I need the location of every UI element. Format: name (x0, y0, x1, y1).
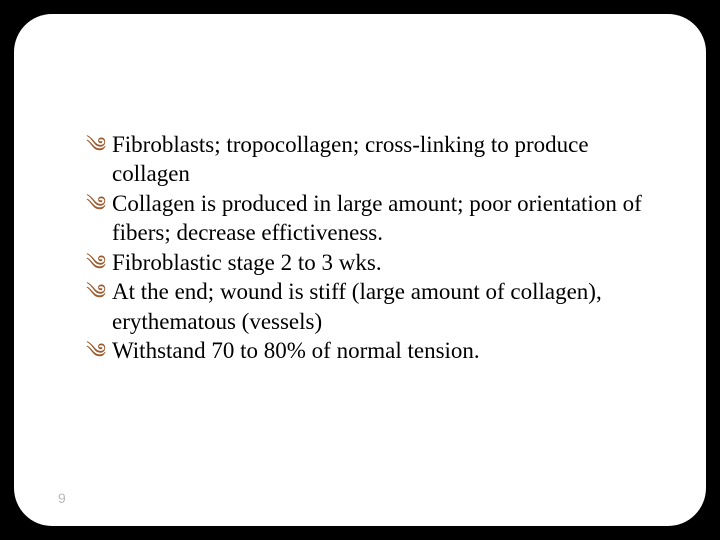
page-number: 9 (58, 490, 66, 506)
bullet-text: Withstand 70 to 80% of normal tension. (112, 338, 480, 363)
list-item: ༄ Collagen is produced in large amount; … (86, 189, 658, 248)
bullet-text: At the end; wound is stiff (large amount… (112, 279, 602, 333)
list-item: ༄ At the end; wound is stiff (large amou… (86, 277, 658, 336)
bullet-list: ༄ Fibroblasts; tropocollagen; cross-link… (86, 130, 658, 366)
bullet-text: Fibroblasts; tropocollagen; cross-linkin… (112, 132, 589, 186)
list-item: ༄ Withstand 70 to 80% of normal tension. (86, 336, 658, 365)
list-item: ༄ Fibroblastic stage 2 to 3 wks. (86, 248, 658, 277)
bullet-icon: ༄ (86, 192, 102, 219)
bullet-icon: ༄ (86, 133, 102, 160)
bullet-text: Fibroblastic stage 2 to 3 wks. (112, 250, 382, 275)
bullet-icon: ༄ (86, 251, 102, 278)
slide-panel: ༄ Fibroblasts; tropocollagen; cross-link… (14, 14, 706, 526)
bullet-text: Collagen is produced in large amount; po… (112, 191, 642, 245)
bullet-icon: ༄ (86, 280, 102, 307)
list-item: ༄ Fibroblasts; tropocollagen; cross-link… (86, 130, 658, 189)
bullet-icon: ༄ (86, 339, 102, 366)
